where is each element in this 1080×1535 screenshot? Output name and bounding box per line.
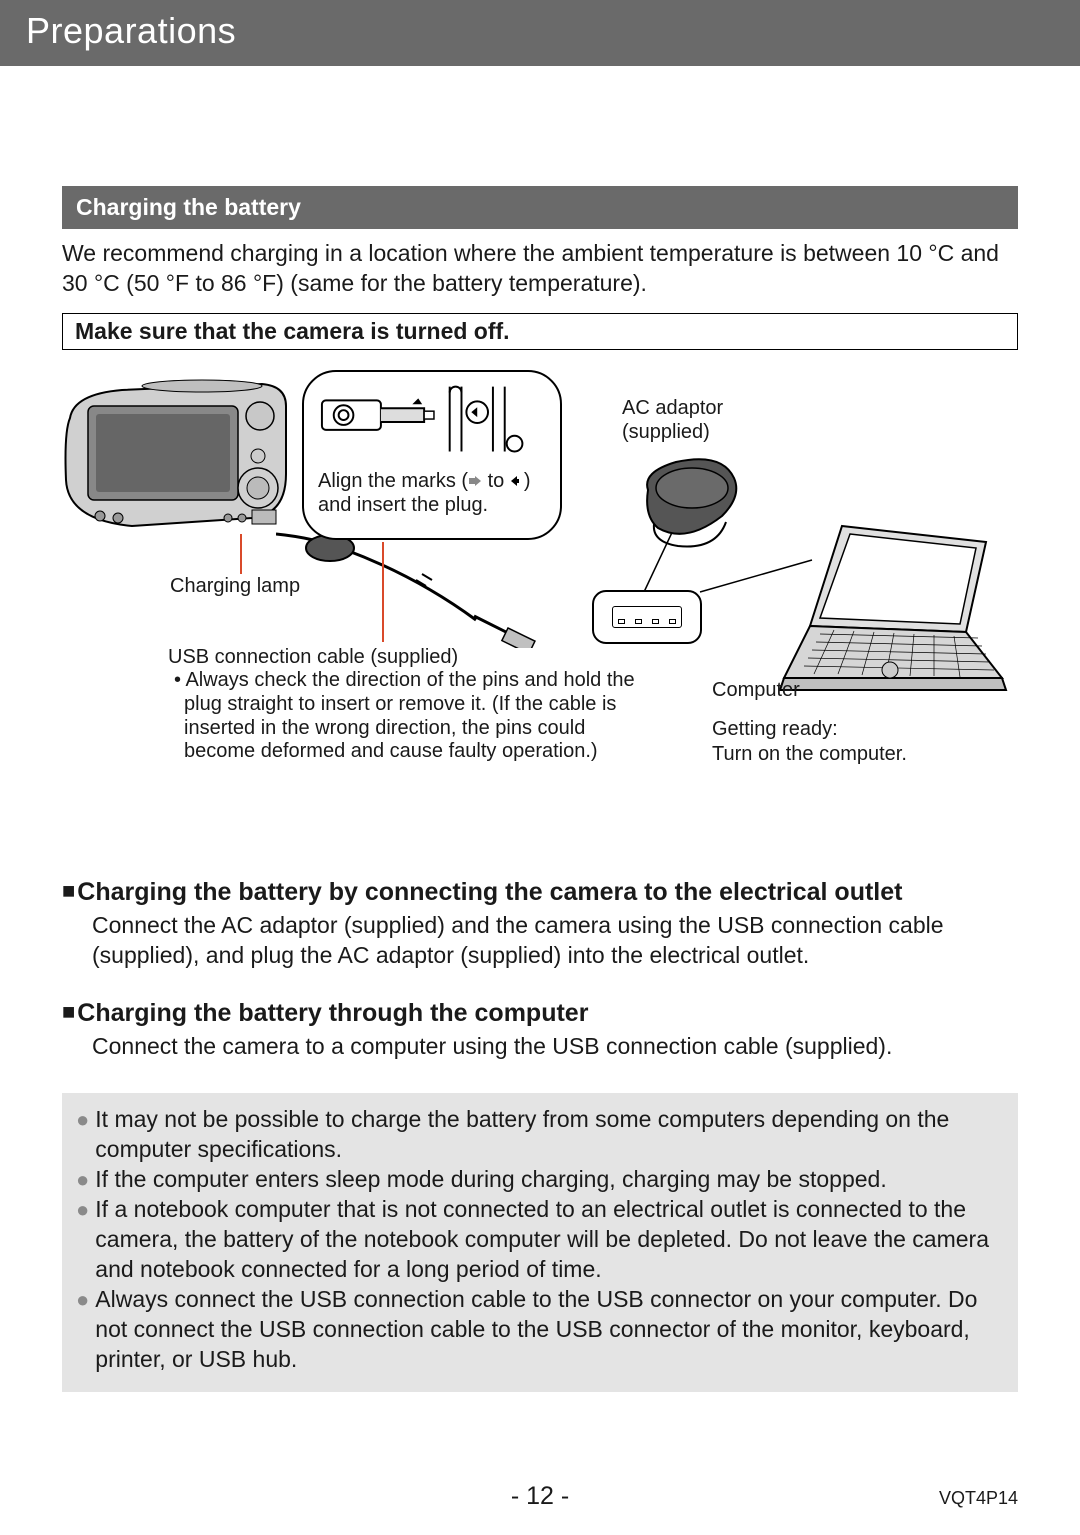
notes-box: ●It may not be possible to charge the ba… [62,1093,1018,1392]
subheading-outlet-text: Charging the battery by connecting the c… [77,878,902,906]
inset-text-part4: and insert the plug. [318,494,488,516]
plug-alignment-inset: Align the marks ( to ) and insert the pl… [302,370,562,540]
square-bullet-icon: ■ [62,878,75,903]
note-item: ●If the computer enters sleep mode durin… [76,1165,1004,1195]
dot-bullet-icon: ● [76,1105,89,1165]
dot-bullet-icon: ● [76,1195,89,1285]
arrow-left-icon [510,474,524,488]
getting-ready-l1: Getting ready: [712,717,907,742]
usb-cable-illustration [276,528,556,648]
subheading-computer-text: Charging the battery through the compute… [77,999,588,1027]
usb-cable-caption: USB connection cable (supplied) • Always… [168,646,648,764]
warning-box: Make sure that the camera is turned off. [62,313,1018,350]
camera-illustration [62,370,292,540]
charging-lamp-label: Charging lamp [170,575,300,598]
note-text-1: It may not be possible to charge the bat… [95,1105,1004,1165]
inset-text-part2: to [482,470,510,492]
subbody-outlet: Connect the AC adaptor (supplied) and th… [62,911,1018,971]
note-text-2: If the computer enters sleep mode during… [95,1165,886,1195]
intro-paragraph: We recommend charging in a location wher… [62,239,1018,299]
section-title-bar: Charging the battery [62,186,1018,229]
square-bullet-icon: ■ [62,999,75,1024]
ac-adaptor-illustration [622,450,752,560]
laptop-illustration [754,520,1014,700]
subheading-outlet: ■Charging the battery by connecting the … [62,878,1018,907]
usb-cable-title: USB connection cable (supplied) [168,646,648,670]
inset-caption: Align the marks ( to ) and insert the pl… [318,469,546,517]
inset-text-part1: Align the marks ( [318,470,468,492]
computer-label: Computer [712,678,907,703]
document-code: VQT4P14 [939,1488,1018,1509]
usb-port-box [592,590,702,644]
usb-cable-callout-line [382,542,384,642]
usb-cable-note: • Always check the direction of the pins… [168,669,648,763]
dot-bullet-icon: ● [76,1165,89,1195]
note-item: ●Always connect the USB connection cable… [76,1285,1004,1375]
ac-adaptor-label: AC adaptor (supplied) [622,396,723,444]
note-item: ●If a notebook computer that is not conn… [76,1195,1004,1285]
getting-ready-l2: Turn on the computer. [712,742,907,767]
inset-text-part3: ) [524,470,531,492]
charging-lamp-callout-line [240,534,242,574]
page-content: Charging the battery We recommend chargi… [0,186,1080,1392]
usb-port-slot [612,606,682,628]
computer-labels: Computer Getting ready: Turn on the comp… [712,678,907,767]
subheading-computer: ■Charging the battery through the comput… [62,999,1018,1028]
note-item: ●It may not be possible to charge the ba… [76,1105,1004,1165]
note-text-3: If a notebook computer that is not conne… [95,1195,1004,1285]
page-number: - 12 - [0,1482,1080,1511]
ac-adaptor-label-l1: AC adaptor [622,397,723,419]
note-text-4: Always connect the USB connection cable … [95,1285,1004,1375]
subbody-computer: Connect the camera to a computer using t… [62,1032,1018,1062]
ac-adaptor-label-l2: (supplied) [622,421,710,443]
connection-diagram: Align the marks ( to ) and insert the pl… [62,370,1018,810]
dot-bullet-icon: ● [76,1285,89,1375]
arrow-right-icon [468,474,482,488]
chapter-header: Preparations [0,0,1080,66]
